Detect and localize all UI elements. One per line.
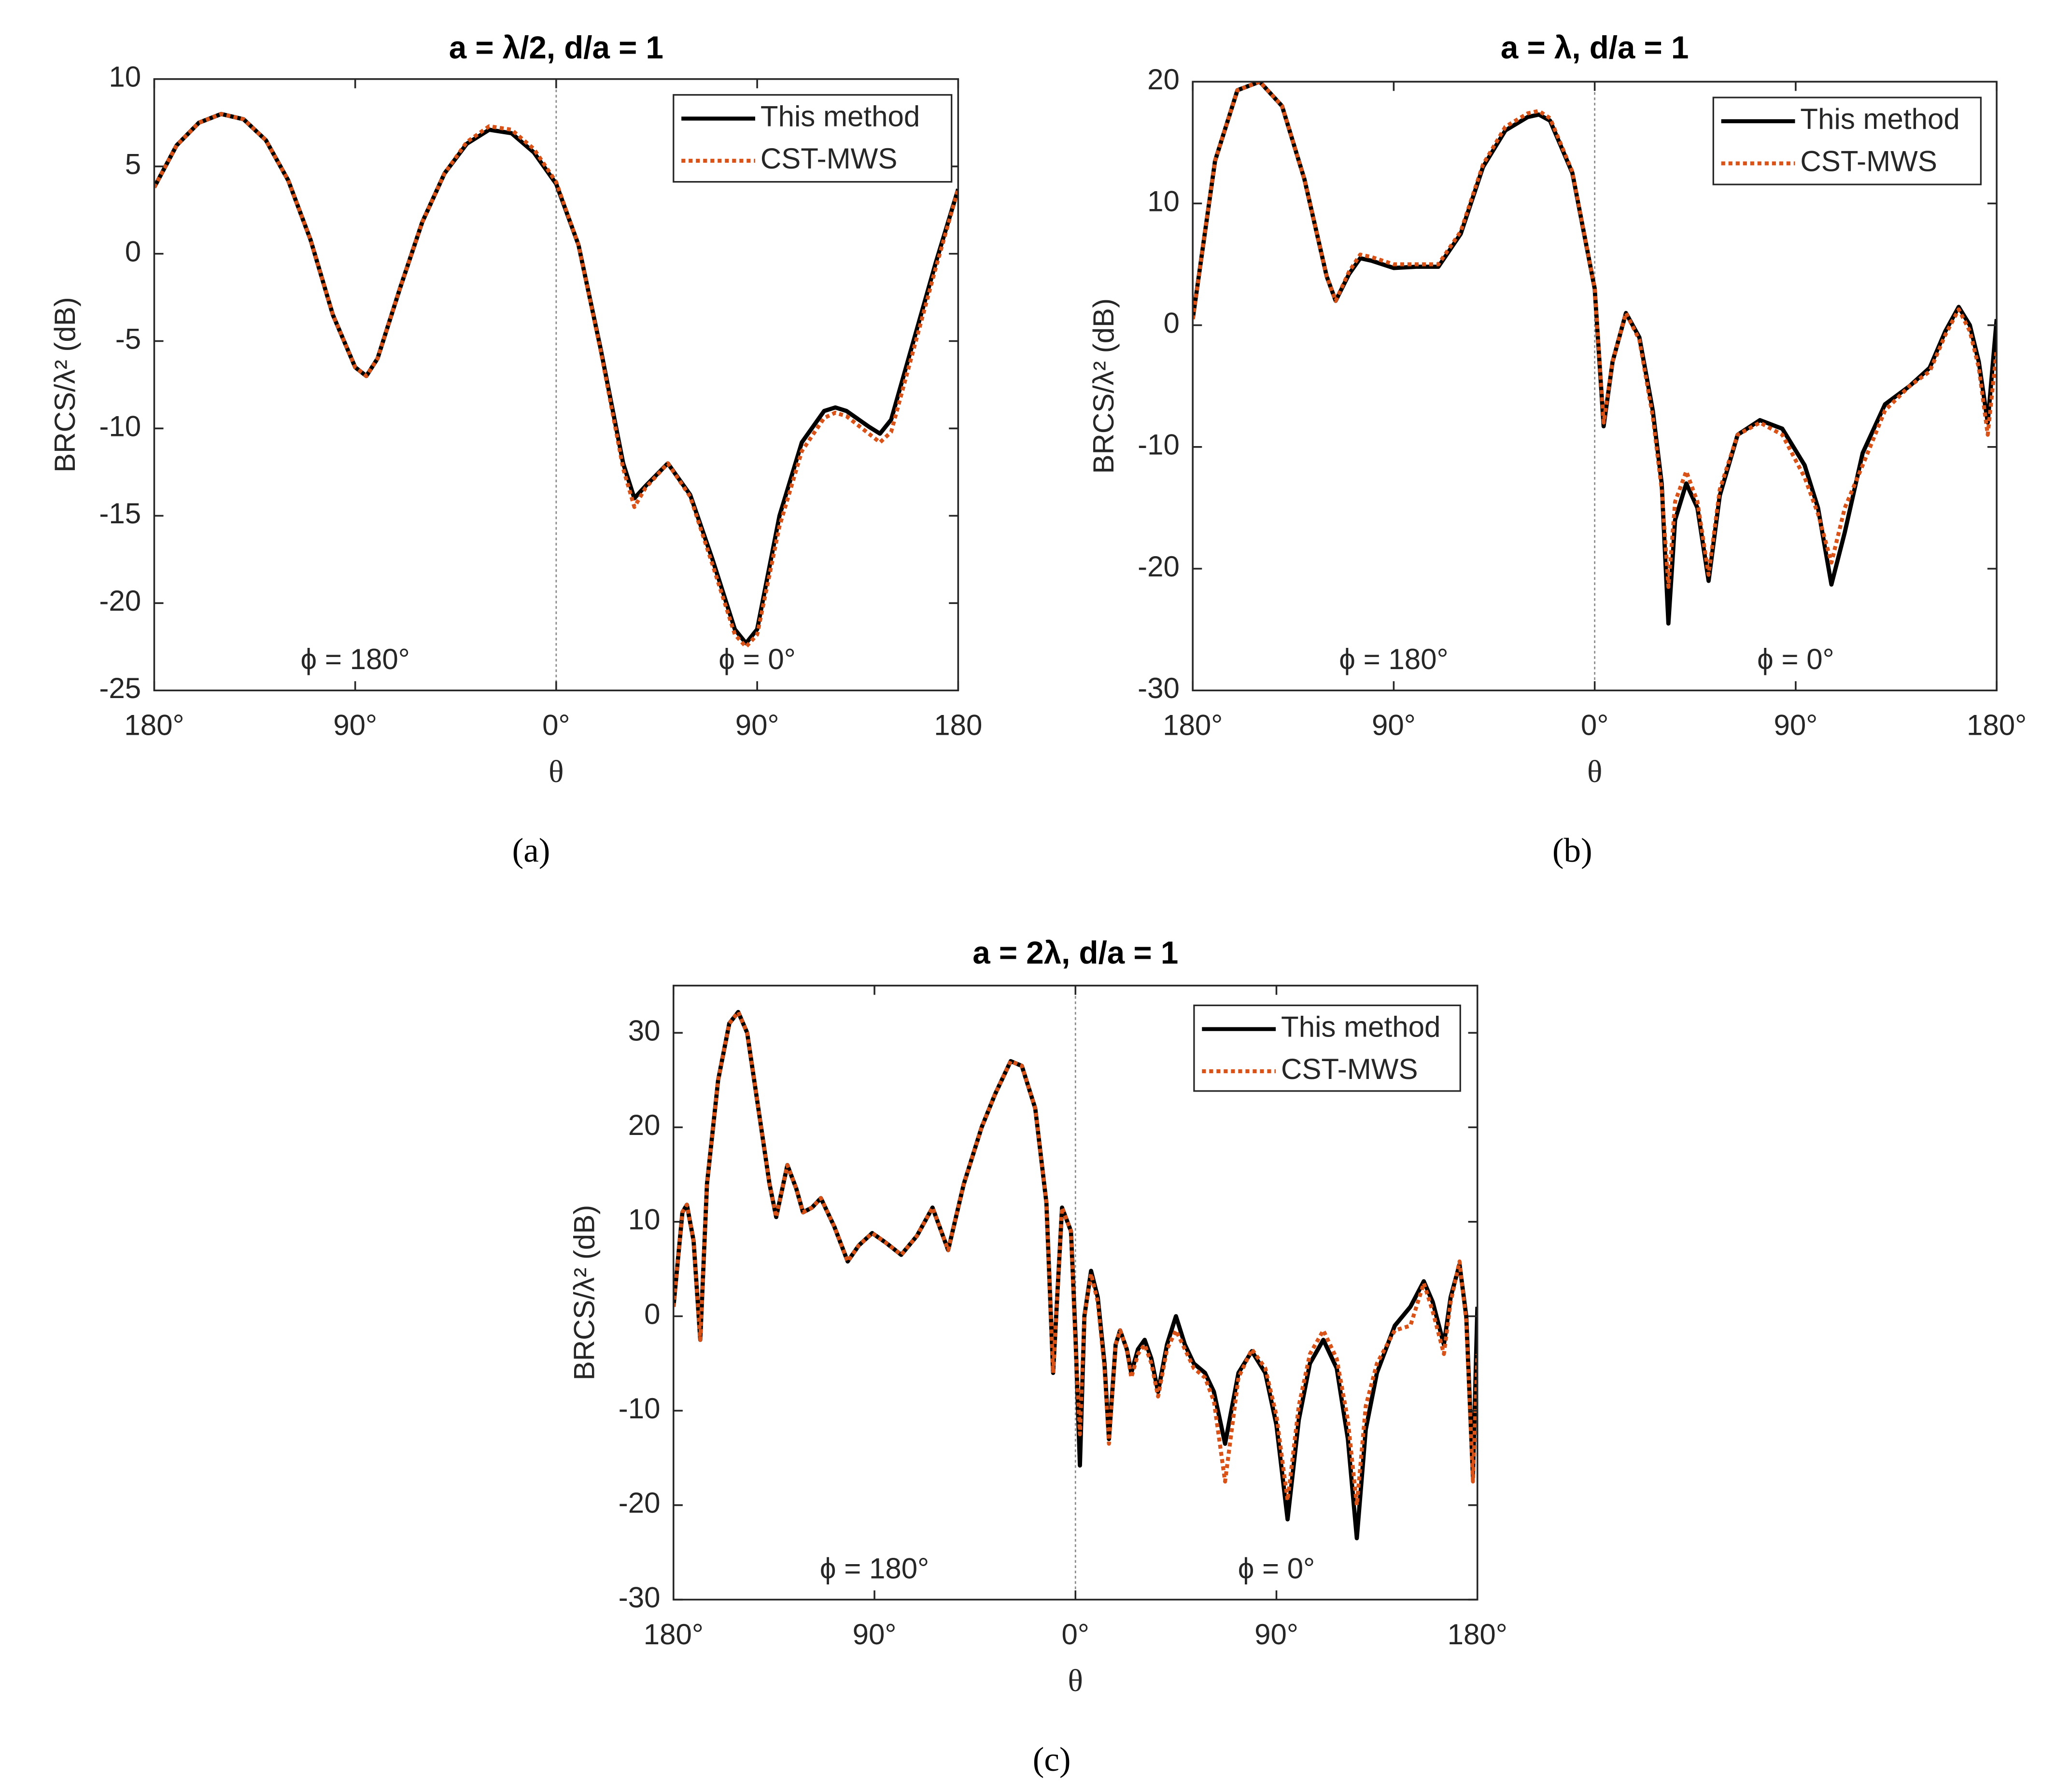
- caption: (b): [1552, 832, 1592, 869]
- legend-label: CST-MWS: [760, 142, 897, 175]
- legend-label: This method: [1281, 1011, 1440, 1043]
- annotation: ϕ = 180°: [301, 643, 410, 675]
- x-tick-label: 0°: [1062, 1618, 1089, 1651]
- x-tick-label: 90°: [1372, 709, 1416, 741]
- legend-label: CST-MWS: [1800, 145, 1937, 177]
- x-tick-label: 90°: [1254, 1618, 1298, 1651]
- y-tick-label: 5: [125, 148, 141, 181]
- y-tick-label: -30: [619, 1581, 661, 1613]
- legend-box: [1712, 97, 1982, 185]
- y-axis-label: BRCS/λ² (dB): [49, 297, 81, 473]
- y-tick-label: -10: [1138, 429, 1180, 461]
- chart-title: a = λ, d/a = 1: [1501, 30, 1689, 65]
- y-tick-label: -25: [99, 672, 141, 704]
- y-tick-label: 0: [125, 235, 141, 267]
- chart-title: a = λ/2, d/a = 1: [449, 30, 663, 65]
- y-tick-label: -20: [1138, 550, 1180, 583]
- x-axis-label: θ: [1587, 755, 1602, 789]
- y-tick-label: 20: [628, 1109, 661, 1141]
- annotation: ϕ = 0°: [1757, 643, 1834, 675]
- annotation: ϕ = 180°: [1339, 643, 1448, 675]
- x-tick-label: 90°: [333, 709, 377, 741]
- legend-box: [1193, 1004, 1461, 1092]
- y-tick-label: 0: [1163, 307, 1179, 339]
- y-tick-label: 10: [628, 1204, 661, 1236]
- y-tick-label: -20: [99, 585, 141, 617]
- x-tick-label: 0°: [542, 709, 570, 741]
- x-tick-label: 0°: [1581, 709, 1608, 741]
- series-line: [673, 1010, 1478, 1507]
- y-tick-label: 30: [628, 1014, 661, 1047]
- annotation: ϕ = 180°: [820, 1552, 929, 1584]
- y-tick-label: 0: [644, 1298, 660, 1330]
- y-tick-label: -10: [99, 410, 141, 442]
- x-tick-label: 180°: [1163, 709, 1223, 741]
- series-line: [154, 112, 958, 649]
- y-tick-label: 10: [1147, 185, 1180, 217]
- y-tick-label: -15: [99, 497, 141, 530]
- annotation: ϕ = 0°: [1238, 1552, 1315, 1584]
- x-tick-label: 180°: [1448, 1618, 1507, 1651]
- caption: (c): [1033, 1741, 1071, 1778]
- y-tick-label: -30: [1138, 672, 1180, 704]
- series-line: [1193, 82, 1997, 589]
- y-axis-label: BRCS/λ² (dB): [1087, 298, 1120, 474]
- caption: (a): [512, 832, 550, 869]
- x-axis-label: θ: [1068, 1664, 1083, 1698]
- annotation: ϕ = 0°: [718, 643, 795, 675]
- legend-label: CST-MWS: [1281, 1053, 1418, 1085]
- y-axis-label: BRCS/λ² (dB): [568, 1205, 601, 1381]
- x-tick-label: 90°: [853, 1618, 897, 1651]
- y-tick-label: 10: [109, 61, 141, 93]
- y-tick-label: 20: [1147, 63, 1180, 96]
- x-axis-label: θ: [549, 755, 563, 789]
- x-tick-label: 180°: [644, 1618, 704, 1651]
- x-tick-label: 180°: [124, 709, 184, 741]
- y-tick-label: -10: [619, 1392, 661, 1425]
- x-tick-label: 180: [934, 709, 982, 741]
- x-tick-label: 180°: [1967, 709, 2027, 741]
- legend-label: This method: [760, 100, 920, 133]
- x-tick-label: 90°: [1774, 709, 1817, 741]
- chart-title: a = 2λ, d/a = 1: [972, 935, 1178, 970]
- y-tick-label: -5: [115, 322, 141, 355]
- legend-box: [673, 94, 953, 183]
- y-tick-label: -20: [619, 1487, 661, 1519]
- x-tick-label: 90°: [735, 709, 779, 741]
- legend-label: This method: [1800, 103, 1959, 135]
